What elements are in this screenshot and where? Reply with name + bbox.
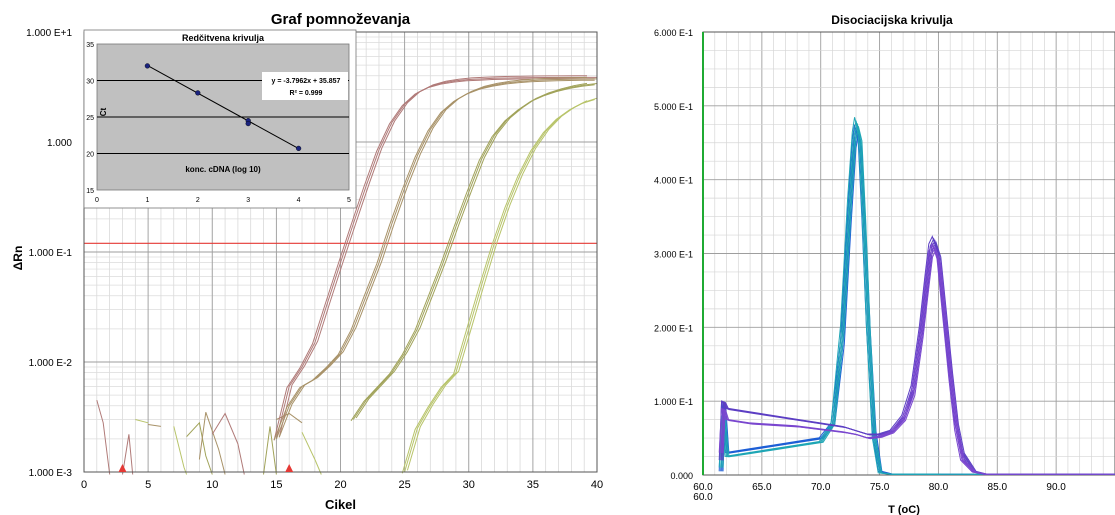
chart1-baseline-noise — [122, 434, 134, 475]
chart1-x-tick-label: 15 — [270, 479, 282, 491]
chart1-baseline-noise — [263, 426, 277, 475]
chart2-x-tick-label: 65.0 — [752, 482, 772, 493]
chart1-x-tick-label: 40 — [591, 479, 603, 491]
chart2-y-tick-label: 1.000 E-1 — [654, 397, 693, 407]
chart1-baseline-noise — [198, 412, 226, 475]
chart2-x-axis-label: T (oC) — [888, 504, 920, 515]
chart2-y-tick-label: 6.000 E-1 — [654, 28, 693, 38]
chart2-series-2-line — [718, 117, 1114, 475]
chart1-baseline-noise — [96, 399, 111, 475]
chart2-series-2-line — [721, 123, 940, 475]
inset-y-tick-label: 35 — [86, 42, 94, 49]
chart2-x-tick-label: 70.0 — [811, 482, 831, 493]
inset-y-axis-label: Ct — [99, 107, 108, 116]
inset-x-axis-label: konc. cDNA (log 10) — [185, 165, 261, 174]
inset-x-tick-label: 4 — [297, 197, 301, 204]
chart1-x-tick-label: 10 — [206, 479, 218, 491]
chart2-x-tick-label: 90.0 — [1046, 482, 1066, 493]
chart1-series-2-line — [273, 79, 595, 441]
inset-equation-box — [262, 72, 348, 100]
chart1-x-tick-label: 20 — [334, 479, 346, 491]
chart2-y-tick-label: 5.000 E-1 — [654, 102, 693, 112]
inset-r2: R² = 0.999 — [290, 90, 323, 97]
chart2-series-4-line — [722, 248, 988, 475]
chart1-baseline-noise — [211, 412, 245, 475]
inset-y-tick-label: 20 — [86, 152, 94, 159]
chart1-baseline-noise — [301, 431, 322, 475]
inset-equation: y = -3.7962x + 35.857 — [272, 78, 341, 85]
chart1-x-tick-label: 0 — [81, 479, 87, 491]
chart1-series-2-line — [275, 78, 598, 440]
inset-x-tick-label: 5 — [347, 197, 351, 204]
chart2-y-tick-label: 4.000 E-1 — [654, 176, 693, 186]
chart1-baseline-marker — [118, 464, 127, 472]
chart1-y-tick-label: 1.000 E-3 — [29, 468, 73, 479]
inset-y-tick-label: 30 — [86, 79, 94, 86]
inset-x-tick-label: 1 — [145, 197, 149, 204]
chart1-series-3-line — [350, 84, 595, 422]
chart2-series-2-line — [722, 126, 941, 475]
chart1-series-4-line — [401, 99, 595, 474]
chart1-x-axis-label: Cikel — [325, 497, 356, 512]
chart2-y-tick-label: 0.000 — [670, 471, 693, 481]
chart1-baseline-marker — [285, 464, 294, 472]
chart1-x-tick-label: 30 — [463, 479, 475, 491]
chart1-series-4-line — [406, 100, 588, 471]
chart2-y-tick-label: 3.000 E-1 — [654, 250, 693, 260]
inset-data-point — [195, 90, 201, 96]
inset-trendline — [147, 65, 299, 150]
chart1-baseline-noise — [276, 412, 303, 424]
chart1-y-tick-label: 1.000 E+1 — [26, 28, 72, 39]
inset-x-tick-label: 0 — [95, 197, 99, 204]
chart2-title: Disociacijska krivulja — [831, 13, 953, 27]
chart1-x-tick-label: 5 — [145, 479, 151, 491]
chart1-y-tick-label: 1.000 E-2 — [29, 358, 73, 369]
chart2-x-tick-label: 60.0 — [693, 482, 713, 493]
chart1-series-1-line — [275, 76, 597, 440]
chart2-y-tick-label: 2.000 E-1 — [654, 323, 693, 333]
chart1-y-tick-label: 1.000 E-1 — [29, 248, 73, 259]
chart1-baseline-noise — [135, 419, 149, 424]
inset-x-tick-label: 3 — [246, 197, 250, 204]
inset-data-point — [144, 63, 151, 69]
inset-data-point — [296, 145, 302, 151]
inset-data-point — [245, 120, 251, 127]
chart2-start-marker-label: 60.0 — [693, 492, 713, 503]
chart2-x-tick-label: 75.0 — [870, 482, 890, 493]
chart2-series-1-line — [718, 124, 1114, 475]
chart1-baseline-noise — [173, 426, 188, 475]
inset-y-tick-label: 25 — [86, 115, 94, 122]
inset-title: Redčitvena krivulja — [182, 33, 265, 43]
chart1-title: Graf pomnoževanja — [271, 11, 411, 28]
chart1-baseline-noise — [148, 424, 161, 427]
chart1-y-axis-label: ΔRn — [11, 246, 25, 271]
chart2-x-tick-label: 85.0 — [988, 482, 1008, 493]
chart1-y-tick-label: 1.000 — [47, 138, 72, 149]
chart1-x-tick-label: 35 — [527, 479, 539, 491]
chart1-series-3-line — [355, 82, 588, 419]
chart1-series-2-line — [278, 76, 588, 438]
chart1-series-3-line — [352, 83, 598, 420]
inset-x-tick-label: 2 — [196, 197, 200, 204]
chart1-x-tick-label: 25 — [399, 479, 411, 491]
chart2-x-tick-label: 80.0 — [929, 482, 949, 493]
chart1-series-1-line — [278, 75, 587, 438]
inset-y-tick-label: 15 — [86, 188, 94, 195]
